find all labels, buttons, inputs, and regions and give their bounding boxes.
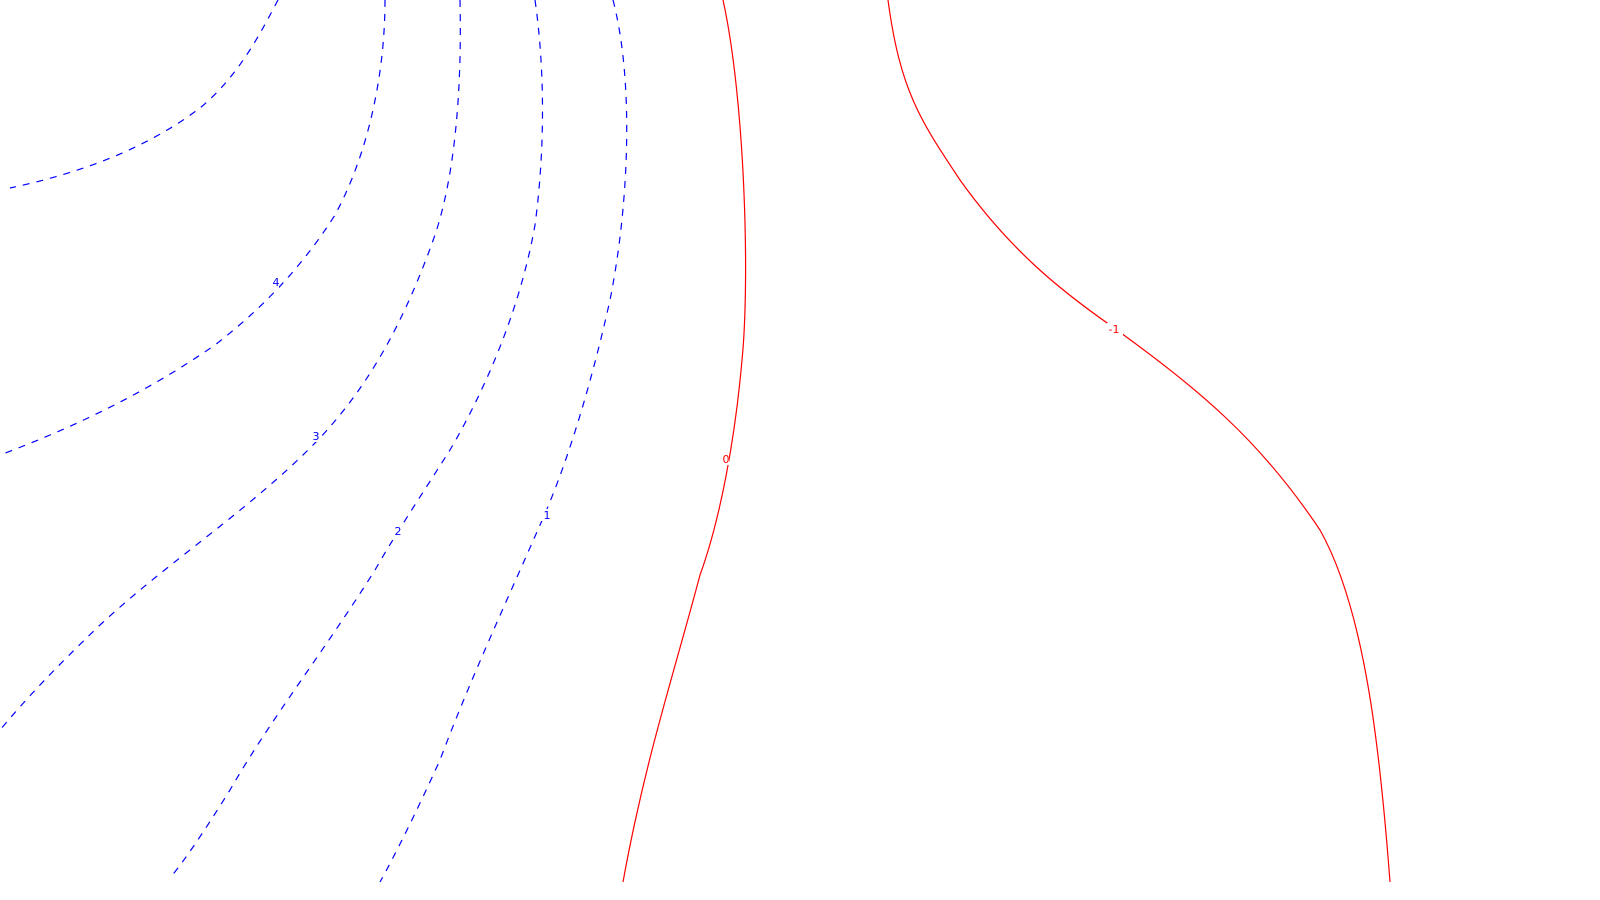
contour-line-level-2 <box>169 0 544 879</box>
contour-label-background <box>1107 323 1123 335</box>
contour-label-level-neg1: -1 <box>1109 323 1120 336</box>
contour-label-background <box>391 525 401 537</box>
contour-label-level-3: 3 <box>313 430 320 443</box>
contour-label-level-4: 4 <box>273 276 280 289</box>
contour-label-level-0: 0 <box>723 453 730 466</box>
contour-line-level-neg1 <box>887 0 1391 883</box>
contour-line-level-1 <box>379 0 628 883</box>
contour-label-background <box>309 430 319 442</box>
contour-label-background <box>540 509 550 521</box>
contour-label-background <box>269 276 279 288</box>
contour-label-background <box>719 453 729 465</box>
contour-line-level-5 <box>9 0 279 189</box>
contour-label-level-1: 1 <box>544 509 551 522</box>
contour-line-level-4 <box>0 0 386 456</box>
contour-line-level-0 <box>622 0 747 883</box>
contour-label-level-2: 2 <box>395 525 402 538</box>
contour-line-level-3 <box>0 0 461 731</box>
